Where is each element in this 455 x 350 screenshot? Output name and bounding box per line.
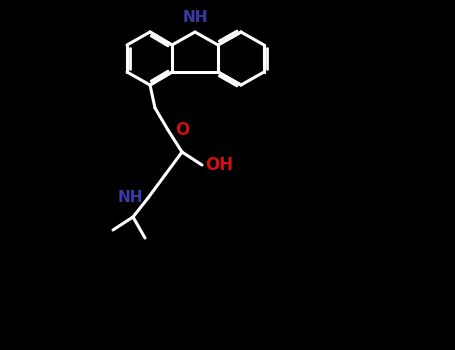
Text: O: O	[175, 121, 189, 139]
Text: NH: NH	[182, 10, 208, 25]
Text: OH: OH	[205, 156, 233, 174]
Text: NH: NH	[117, 190, 143, 205]
